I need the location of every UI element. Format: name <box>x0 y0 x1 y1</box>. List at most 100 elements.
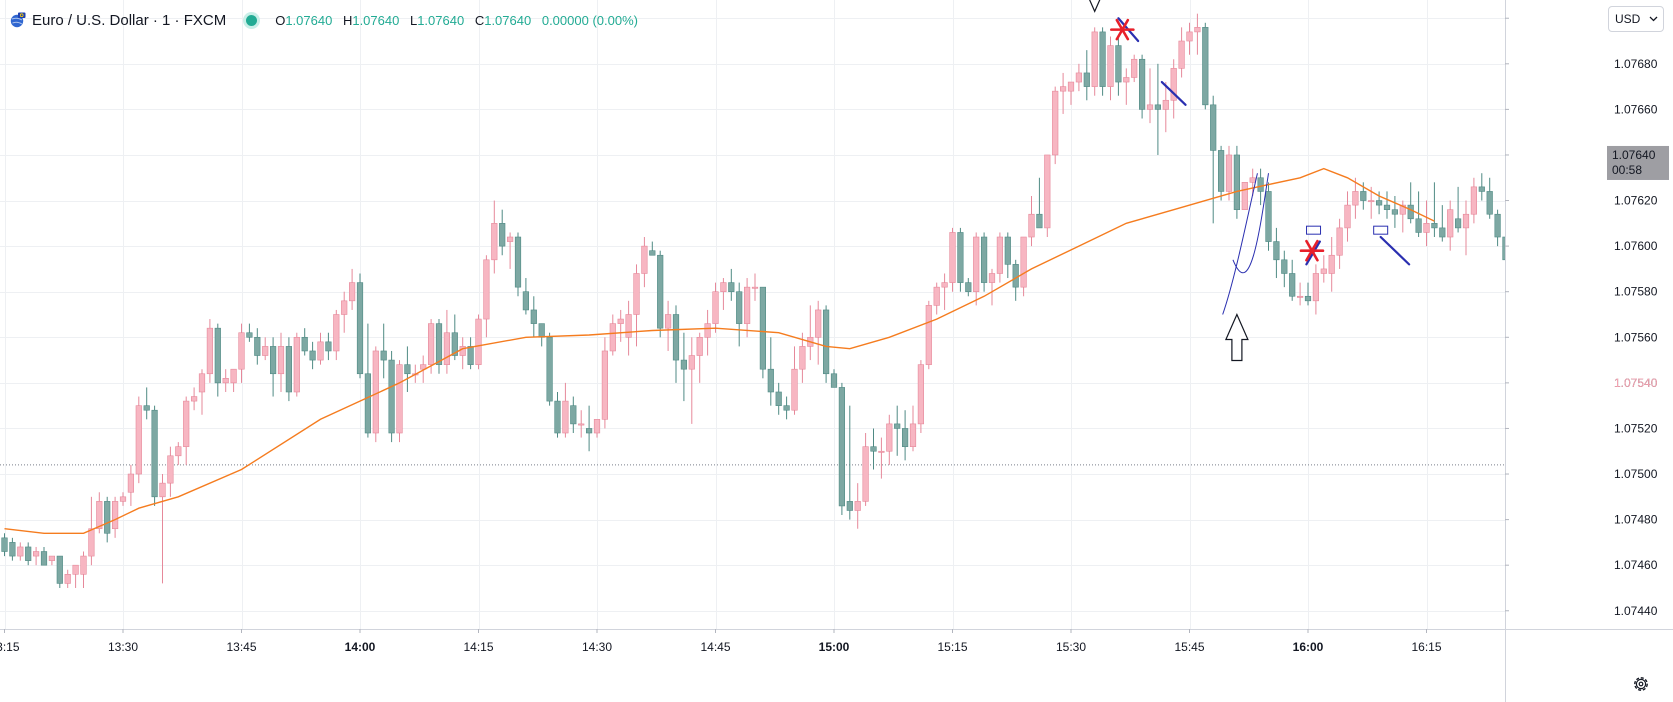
candle-body <box>356 282 364 375</box>
candle <box>127 464 135 506</box>
candle-body <box>1004 236 1011 265</box>
candle <box>1091 27 1098 96</box>
candle-body <box>1091 31 1098 87</box>
price-tick-label: 1.07440 <box>1614 604 1658 618</box>
candle <box>688 337 695 424</box>
candle <box>949 227 956 292</box>
candle-body <box>1304 295 1312 302</box>
channel-curve-drawing[interactable] <box>1232 173 1269 274</box>
candle-body <box>1020 236 1027 288</box>
candle-body <box>1297 295 1304 298</box>
candle-body <box>641 245 648 274</box>
candle-body <box>775 391 782 406</box>
candle <box>728 268 735 301</box>
candle <box>1297 282 1304 306</box>
candle-body <box>980 236 988 283</box>
candle-body <box>254 336 261 356</box>
candle <box>1115 36 1122 96</box>
candle <box>657 250 664 338</box>
candle-body <box>206 327 214 375</box>
candle-body <box>1123 77 1130 83</box>
candle-body <box>1455 218 1462 229</box>
gear-icon[interactable] <box>1632 675 1650 693</box>
candle <box>609 314 616 356</box>
time-axis[interactable] <box>0 629 1505 702</box>
candle <box>1020 236 1027 297</box>
candle-body <box>657 254 664 329</box>
arrow-up-drawing[interactable] <box>1224 313 1249 362</box>
channel-curve-drawing[interactable] <box>1222 173 1258 315</box>
candle <box>815 300 822 365</box>
candle-body <box>112 501 119 530</box>
candle <box>1052 86 1059 165</box>
candle-body <box>1075 72 1082 83</box>
candle <box>388 350 395 443</box>
candle-body <box>593 419 601 434</box>
candle-body <box>973 236 980 293</box>
open-label: O <box>275 12 286 28</box>
candle <box>1044 154 1051 238</box>
candle-body <box>1423 223 1430 233</box>
candle <box>435 319 443 374</box>
candle-body <box>1273 241 1280 261</box>
symbol-title[interactable]: Euro / U.S. Dollar · 1 · FXCM <box>32 11 227 29</box>
candle-body <box>799 346 806 370</box>
candle <box>506 232 514 269</box>
candle <box>878 437 885 479</box>
candle-body <box>894 423 901 429</box>
candle <box>467 337 474 370</box>
time-tick-label: 14:15 <box>463 640 493 654</box>
candle <box>593 419 601 438</box>
candle-body <box>348 282 356 302</box>
candle <box>459 337 466 370</box>
candle <box>617 309 624 342</box>
candle-body <box>1067 81 1075 92</box>
candle-body <box>1249 177 1256 183</box>
candle-body <box>996 236 1003 274</box>
candle-body <box>127 473 135 493</box>
candle-body <box>886 423 893 452</box>
trend-line-drawing[interactable] <box>1160 80 1187 106</box>
candle <box>104 496 111 543</box>
candle <box>712 282 719 333</box>
candle <box>696 332 703 383</box>
time-tick-label: 14:45 <box>700 640 730 654</box>
candle-body <box>830 373 838 388</box>
candle-body <box>1 537 8 552</box>
candle-body <box>64 574 71 584</box>
candle-body <box>341 300 348 315</box>
candle-body <box>1447 209 1454 238</box>
candle <box>1233 145 1240 219</box>
candle-body <box>743 286 751 324</box>
candle-body <box>135 405 142 475</box>
price-axis[interactable] <box>1505 0 1673 702</box>
candle-body <box>522 291 529 311</box>
candle <box>1273 227 1280 279</box>
candle <box>807 305 814 361</box>
candle-body <box>870 446 877 452</box>
candle-body <box>1391 209 1398 215</box>
candle-body <box>309 350 316 361</box>
arrow-down-drawing[interactable] <box>1084 0 1106 13</box>
candle-body <box>767 368 774 393</box>
candle-body <box>514 236 522 288</box>
candle <box>1320 255 1327 283</box>
currency-selector[interactable]: USD <box>1608 6 1664 32</box>
change-value: 0.00000 (0.00%) <box>541 12 638 28</box>
candle <box>88 496 95 566</box>
trend-line-drawing[interactable] <box>1379 235 1411 266</box>
candle-body <box>285 346 293 393</box>
candle-body <box>301 336 308 352</box>
candle-body <box>1494 213 1501 238</box>
time-tick-label: 13:30 <box>108 640 138 654</box>
rectangle-drawing[interactable] <box>1306 225 1322 235</box>
candle-body <box>404 364 411 375</box>
candle-body <box>1368 200 1375 203</box>
rectangle-drawing[interactable] <box>1373 225 1389 235</box>
star-marker-drawing[interactable] <box>1299 239 1325 262</box>
star-marker-drawing[interactable] <box>1110 18 1135 41</box>
time-tick-label: 16:15 <box>1411 640 1441 654</box>
candle-body <box>1083 72 1090 87</box>
candle <box>830 369 838 388</box>
